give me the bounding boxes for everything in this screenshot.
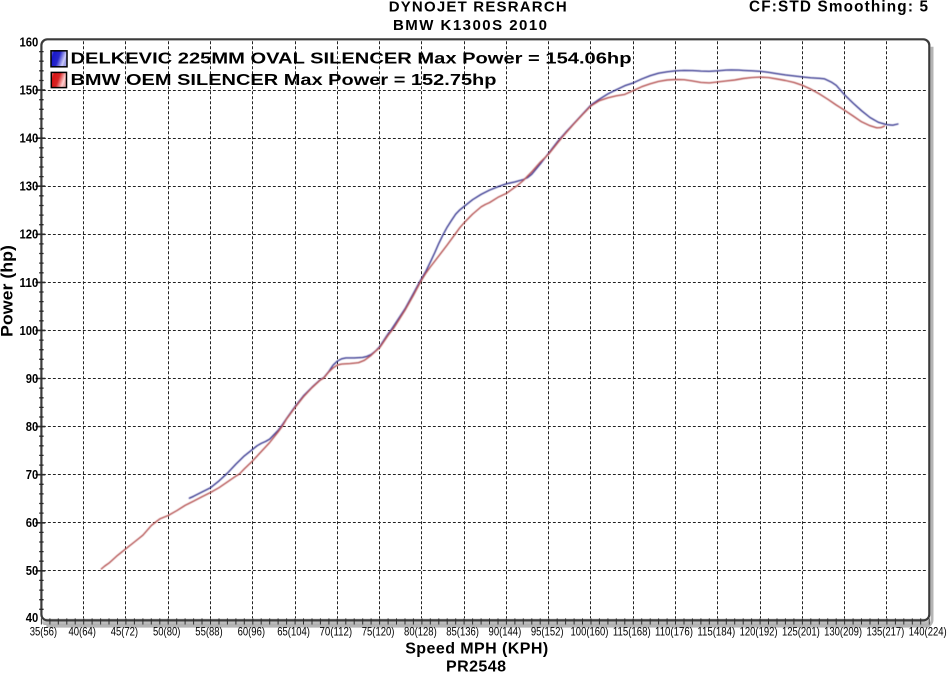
svg-text:100: 100 — [20, 324, 39, 338]
svg-text:85(136): 85(136) — [446, 624, 479, 638]
svg-text:BMW K1300S 2010: BMW K1300S 2010 — [393, 17, 547, 34]
svg-text:120: 120 — [20, 228, 39, 242]
svg-text:DELKEVIC 225MM OVAL SILENCER M: DELKEVIC 225MM OVAL SILENCER Max Power =… — [71, 51, 632, 68]
svg-text:40(64): 40(64) — [69, 624, 96, 638]
svg-text:55(88): 55(88) — [195, 624, 222, 638]
svg-text:40: 40 — [26, 611, 39, 625]
svg-text:110(176): 110(176) — [655, 624, 693, 638]
svg-text:PR2548: PR2548 — [446, 658, 506, 674]
svg-text:CF:STD Smoothing: 5: CF:STD Smoothing: 5 — [749, 0, 928, 16]
svg-text:120(192): 120(192) — [740, 624, 778, 638]
svg-text:95(152): 95(152) — [531, 624, 564, 638]
svg-text:160: 160 — [20, 35, 39, 49]
svg-text:110: 110 — [20, 276, 39, 290]
svg-text:Speed MPH (KPH): Speed MPH (KPH) — [405, 641, 548, 658]
svg-text:Power (hp): Power (hp) — [0, 245, 17, 337]
svg-text:90: 90 — [26, 372, 39, 386]
svg-text:140: 140 — [20, 132, 39, 146]
svg-text:100(160): 100(160) — [571, 624, 609, 638]
svg-text:115(168): 115(168) — [613, 624, 651, 638]
svg-text:BMW OEM SILENCER Max Power = 1: BMW OEM SILENCER Max Power = 152.75hp — [71, 72, 497, 89]
svg-text:35(56): 35(56) — [30, 624, 57, 638]
svg-text:70: 70 — [26, 468, 39, 482]
svg-text:80: 80 — [26, 420, 39, 434]
svg-text:70(112): 70(112) — [319, 624, 352, 638]
svg-text:150: 150 — [20, 84, 39, 98]
svg-text:60(96): 60(96) — [238, 624, 265, 638]
svg-text:50: 50 — [26, 564, 39, 578]
svg-text:80(128): 80(128) — [404, 624, 437, 638]
svg-text:65(104): 65(104) — [277, 624, 310, 638]
svg-text:60: 60 — [26, 516, 39, 530]
svg-text:125(201): 125(201) — [782, 624, 820, 638]
svg-text:45(72): 45(72) — [111, 624, 138, 638]
svg-text:130: 130 — [20, 180, 39, 194]
svg-text:140(224): 140(224) — [909, 624, 947, 638]
svg-text:50(80): 50(80) — [153, 624, 180, 638]
svg-text:90(144): 90(144) — [489, 624, 522, 638]
svg-text:135(217): 135(217) — [866, 624, 904, 638]
svg-text:DYNOJET RESRARCH: DYNOJET RESRARCH — [389, 0, 567, 16]
svg-text:130(209): 130(209) — [824, 624, 862, 638]
svg-text:115(184): 115(184) — [697, 624, 735, 638]
svg-text:75(120): 75(120) — [362, 624, 395, 638]
